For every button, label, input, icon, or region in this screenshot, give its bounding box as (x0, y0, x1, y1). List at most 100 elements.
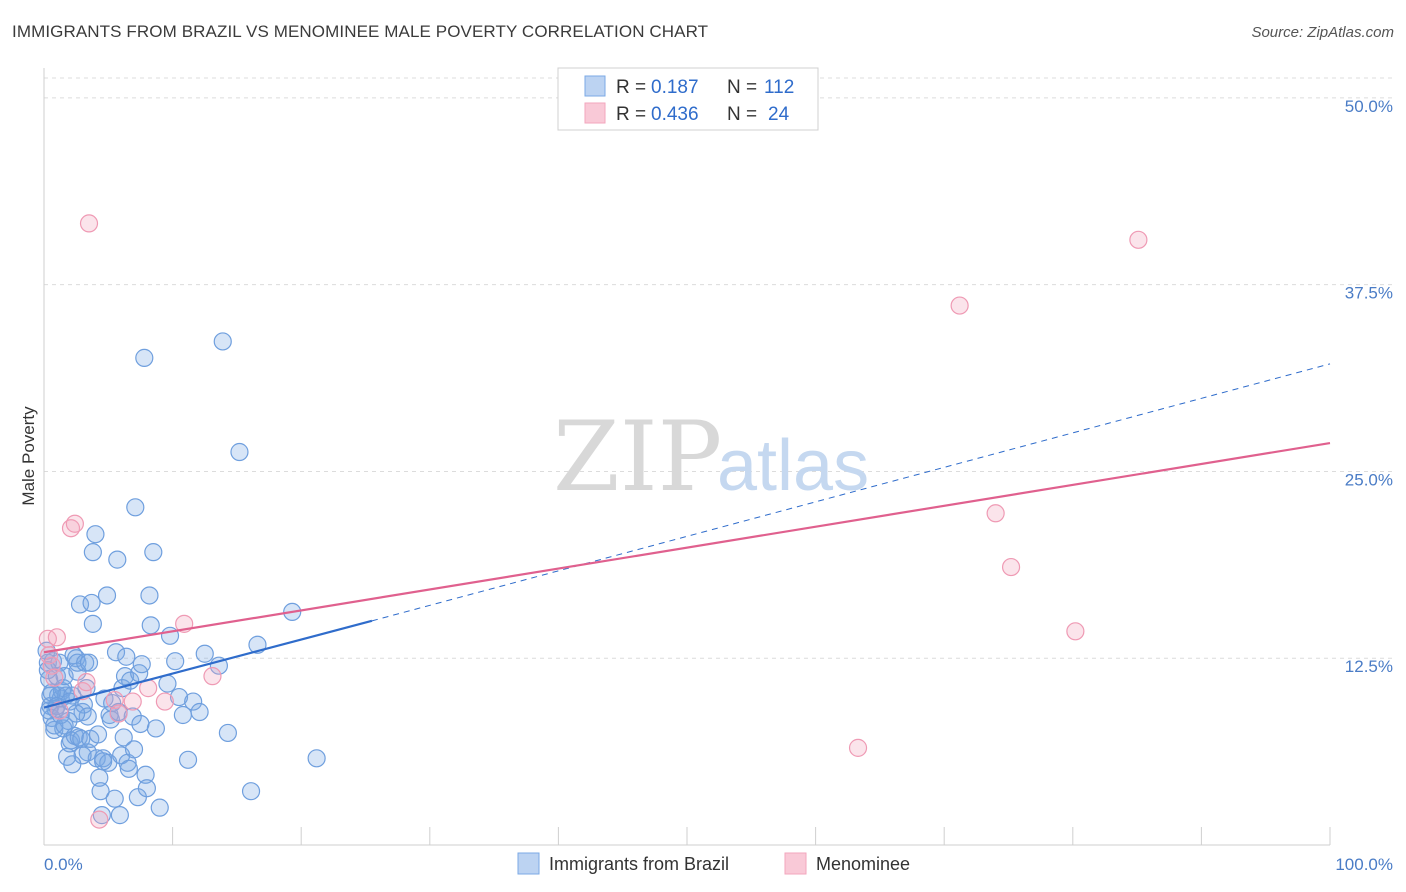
brazil-point-58 (110, 806, 129, 825)
brazil-point-56 (108, 550, 127, 569)
legend-n-value-1: 112 (764, 77, 794, 98)
x-tick-label-1: 100.0% (1335, 855, 1393, 874)
brazil-point-49 (97, 586, 117, 605)
brazil-point-93 (218, 723, 237, 743)
menominee-point-7 (65, 514, 84, 533)
brazil-point-72 (131, 714, 150, 734)
brazil-point-40 (83, 614, 102, 633)
menominee-point-10 (79, 214, 99, 233)
legend-swatch-brazil (584, 75, 606, 97)
brazil-point-87 (178, 750, 198, 769)
menominee-point-11 (90, 810, 109, 829)
bottom-legend-label-menominee: Menominee (816, 854, 910, 874)
brazil-point-39 (83, 543, 102, 562)
watermark-zip: ZIP (553, 401, 722, 513)
x-tick-label-0: 0.0% (44, 855, 83, 874)
brazil-point-63 (117, 647, 136, 666)
watermark-atlas: atlas (717, 426, 869, 506)
y-tick-label-1: 25.0% (1345, 470, 1393, 489)
brazil-point-80 (146, 719, 165, 738)
brazil-point-67 (123, 707, 142, 726)
brazil-point-43 (88, 725, 108, 744)
menominee-point-16 (155, 692, 174, 711)
x-axis-ticks (172, 827, 1331, 845)
brazil-point-84 (166, 652, 185, 671)
brazil-point-54 (105, 789, 124, 808)
watermark: ZIP atlas (553, 401, 869, 513)
bottom-legend-swatch-brazil (517, 852, 540, 875)
brazil-point-111 (63, 755, 82, 774)
brazil-point-69 (126, 498, 145, 517)
menominee-trendline-solid (43, 441, 1331, 654)
brazil-point-53 (103, 693, 122, 713)
brazil-point-78 (141, 616, 160, 635)
brazil-point-55 (106, 643, 126, 662)
brazil-point-65 (119, 759, 138, 778)
brazil-point-109 (73, 746, 92, 765)
brazil-trendline-solid (43, 619, 373, 709)
grid-lines (44, 77, 1394, 659)
y-axis-label: Male Poverty (19, 406, 38, 506)
legend-r-label-1: R = (616, 77, 646, 98)
brazil-point-85 (169, 687, 189, 707)
menominee-point-9 (77, 673, 96, 692)
bottom-legend-swatch-menominee (784, 852, 807, 875)
brazil-point-32 (76, 653, 95, 672)
legend-n-value-2: 24 (768, 104, 790, 125)
y-axis-tick-labels: 12.5% 25.0% 37.5% 50.0% (1345, 97, 1393, 676)
x-axis-tick-labels: 0.0% 100.0% (44, 855, 1393, 874)
brazil-point-77 (140, 586, 159, 605)
brazil-point-98 (307, 749, 326, 768)
menominee-point-2 (42, 656, 61, 675)
brazil-point-90 (195, 644, 214, 663)
brazil-trendline-dashed (371, 363, 1331, 622)
brazil-point-6 (45, 720, 64, 740)
series-legend: Immigrants from Brazil Menominee (517, 852, 910, 875)
brazil-point-28 (70, 595, 90, 614)
brazil-point-45 (91, 782, 110, 801)
brazil-point-79 (144, 543, 163, 562)
legend-n-label-2: N = (727, 104, 757, 125)
brazil-point-88 (184, 692, 203, 711)
brazil-point-82 (158, 674, 177, 693)
menominee-point-12 (105, 690, 124, 710)
menominee-point-22 (1001, 557, 1021, 577)
menominee-point-5 (50, 701, 69, 720)
menominee-point-24 (1129, 230, 1148, 249)
legend-n-label-1: N = (727, 77, 757, 98)
menominee-point-3 (45, 668, 64, 687)
menominee-point-21 (986, 504, 1005, 523)
correlation-legend: R = 0.187 N = 112 R = 0.436 N = 24 (557, 67, 819, 131)
brazil-point-95 (241, 782, 261, 801)
legend-swatch-menominee (584, 102, 606, 124)
legend-r-value-1: 0.187 (651, 77, 699, 98)
brazil-point-76 (137, 779, 156, 798)
brazil-point-34 (78, 707, 97, 726)
brazil-point-68 (124, 740, 144, 759)
menominee-point-18 (203, 667, 222, 686)
legend-r-label-2: R = (616, 104, 646, 125)
brazil-point-73 (132, 655, 151, 674)
brazil-point-108 (67, 704, 86, 723)
brazil-point-74 (135, 348, 154, 367)
trendlines (43, 363, 1331, 709)
chart-title: IMMIGRANTS FROM BRAZIL VS MENOMINEE MALE… (12, 22, 709, 41)
brazil-point-75 (136, 765, 155, 784)
menominee-point-14 (123, 692, 142, 711)
menominee-point-19 (848, 738, 868, 757)
y-tick-label-3: 50.0% (1345, 97, 1393, 116)
brazil-point-81 (150, 798, 169, 817)
brazil-point-36 (79, 653, 99, 672)
legend-r-value-2: 0.436 (651, 104, 699, 125)
menominee-point-20 (950, 296, 969, 315)
y-tick-label-2: 37.5% (1345, 284, 1393, 303)
brazil-point-35 (78, 743, 97, 762)
brazil-point-41 (86, 525, 105, 544)
brazil-point-94 (230, 442, 249, 462)
series-menominee-points (38, 214, 1148, 829)
brazil-point-102 (42, 683, 61, 702)
y-tick-label-0: 12.5% (1345, 657, 1393, 676)
menominee-point-23 (1066, 622, 1085, 641)
brazil-point-110 (94, 752, 113, 771)
